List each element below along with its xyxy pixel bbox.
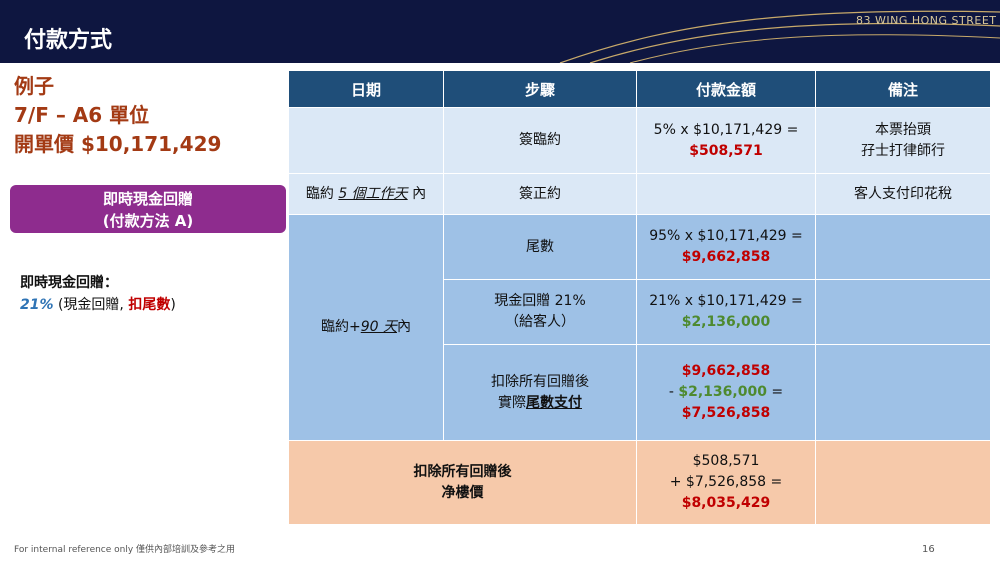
cell-date: 臨約 5 個工作天 內 bbox=[288, 173, 444, 215]
amount-result: $7,526,858 bbox=[681, 405, 771, 421]
cash-rebate-note: 即時現金回贈： 21% (現金回贈, 扣尾數) bbox=[20, 272, 176, 316]
example-title: 例子 7/F – A6 單位 開單價 $10,171,429 bbox=[14, 72, 221, 159]
amount-result: $9,662,858 bbox=[681, 249, 771, 265]
cell-amount: 95% x $10,171,429 = $9,662,858 bbox=[636, 214, 816, 280]
cell-step: 現金回贈 21% （給客人） bbox=[443, 279, 637, 345]
total-result: $8,035,429 bbox=[681, 495, 771, 511]
cell-remark-empty bbox=[815, 344, 991, 441]
remark-line-1: 本票抬頭 bbox=[875, 121, 931, 138]
cell-total-label: 扣除所有回贈後 净樓價 bbox=[288, 440, 637, 525]
list-price: 開單價 $10,171,429 bbox=[14, 132, 222, 156]
cell-step: 簽臨約 bbox=[443, 107, 637, 174]
header-step: 步驟 bbox=[443, 70, 637, 108]
amount-line-2: - $2,136,000 = bbox=[638, 382, 814, 403]
step-line-1: 現金回贈 21% bbox=[494, 293, 586, 309]
minus-sign: - bbox=[668, 384, 679, 400]
total-label-1: 扣除所有回贈後 bbox=[413, 463, 512, 480]
amount-result: $508,571 bbox=[689, 142, 763, 159]
cell-remark: 本票抬頭 孖士打律師行 bbox=[815, 107, 991, 174]
step-text: 實際 bbox=[498, 394, 526, 411]
cell-date-empty bbox=[288, 107, 444, 174]
note-detail: 21% (現金回贈, 扣尾數) bbox=[20, 294, 176, 316]
step-line-1: 扣除所有回贈後 bbox=[491, 373, 589, 390]
cell-amount-empty bbox=[636, 173, 816, 215]
cell-step: 扣除所有回贈後 實際尾數支付 bbox=[443, 344, 637, 441]
date-days: 5 個工作天 bbox=[338, 185, 408, 202]
cell-step: 簽正約 bbox=[443, 173, 637, 215]
brand-text: 83 WING HONG STREET bbox=[856, 14, 997, 27]
cell-step: 尾數 bbox=[443, 214, 637, 280]
remark-line-2: 孖士打律師行 bbox=[861, 142, 945, 159]
cell-amount: 21% x $10,171,429 = $2,136,000 bbox=[636, 279, 816, 345]
total-line-1: $508,571 bbox=[692, 453, 760, 469]
header-date: 日期 bbox=[288, 70, 444, 108]
cell-remark-empty bbox=[815, 214, 991, 280]
payment-table: 日期 步驟 付款金額 備注 簽臨約 5% x $10,171,429 = $50… bbox=[288, 70, 991, 525]
note-close: ) bbox=[170, 297, 176, 313]
table-row: 臨約+90 天內 尾數 95% x $10,171,429 = $9,662,8… bbox=[288, 214, 991, 441]
date-prefix: 臨約 bbox=[305, 185, 339, 202]
rebate-value: $2,136,000 bbox=[678, 384, 767, 400]
gold-curves-decoration bbox=[559, 10, 1000, 63]
note-percent: 21% bbox=[20, 297, 54, 313]
cell-remark-empty bbox=[815, 279, 991, 345]
header-bar: 付款方式 83 WING HONG STREET bbox=[0, 0, 1000, 63]
amount-result: $2,136,000 bbox=[681, 314, 771, 330]
page-number: 16 bbox=[922, 544, 935, 555]
step-emphasis: 尾數支付 bbox=[526, 394, 582, 411]
note-open: (現金回贈, bbox=[53, 297, 129, 313]
page-title: 付款方式 bbox=[24, 28, 113, 53]
total-line-2: + $7,526,858 = bbox=[669, 474, 783, 490]
cell-date-group: 臨約+90 天內 bbox=[288, 214, 444, 441]
step-line-2: （給客人） bbox=[505, 314, 575, 330]
table-row: 簽臨約 5% x $10,171,429 = $508,571 本票抬頭 孖士打… bbox=[288, 107, 991, 174]
date-days: 90 天 bbox=[360, 319, 397, 335]
cell-amount: $9,662,858 - $2,136,000 = $7,526,858 bbox=[636, 344, 816, 441]
table-row: 現金回贈 21% （給客人） 21% x $10,171,429 = $2,13… bbox=[289, 279, 991, 345]
badge-line-2: (付款方法 A) bbox=[102, 212, 194, 230]
cell-remark: 客人支付印花稅 bbox=[815, 173, 991, 215]
total-label-2: 净樓價 bbox=[441, 484, 484, 501]
note-red-text: 扣尾數 bbox=[128, 297, 171, 313]
table-row: 臨約 5 個工作天 內 簽正約 客人支付印花稅 bbox=[288, 173, 991, 215]
date-suffix: 內 bbox=[407, 185, 427, 202]
header-amount: 付款金額 bbox=[636, 70, 816, 108]
example-label: 例子 bbox=[14, 74, 54, 98]
table-header-row: 日期 步驟 付款金額 備注 bbox=[288, 70, 991, 108]
note-heading: 即時現金回贈： bbox=[20, 275, 118, 291]
equals-sign: = bbox=[766, 384, 784, 400]
amount-formula: 95% x $10,171,429 = bbox=[649, 228, 803, 244]
cell-total-amount: $508,571 + $7,526,858 = $8,035,429 bbox=[636, 440, 816, 525]
amount-formula: 5% x $10,171,429 = bbox=[653, 121, 799, 138]
unit-label: 7/F – A6 單位 bbox=[14, 103, 150, 127]
table-row: 扣除所有回贈後 實際尾數支付 $9,662,858 - $2,136,000 =… bbox=[289, 344, 991, 441]
table-total-row: 扣除所有回贈後 净樓價 $508,571 + $7,526,858 = $8,0… bbox=[288, 440, 991, 525]
payment-method-badge: 即時現金回贈 (付款方法 A) bbox=[10, 185, 286, 233]
footer-disclaimer: For internal reference only 僅供內部培訓及參考之用 bbox=[14, 545, 236, 555]
amount-formula: 21% x $10,171,429 = bbox=[649, 293, 803, 309]
cell-remark-empty bbox=[815, 440, 991, 525]
badge-line-1: 即時現金回贈 bbox=[102, 190, 193, 208]
header-remark: 備注 bbox=[815, 70, 991, 108]
date-prefix: 臨約+ bbox=[321, 319, 361, 335]
date-suffix: 內 bbox=[397, 319, 411, 335]
amount-line-1: $9,662,858 bbox=[681, 363, 771, 379]
step-line-2: 實際尾數支付 bbox=[445, 393, 635, 414]
cell-amount: 5% x $10,171,429 = $508,571 bbox=[636, 107, 816, 174]
